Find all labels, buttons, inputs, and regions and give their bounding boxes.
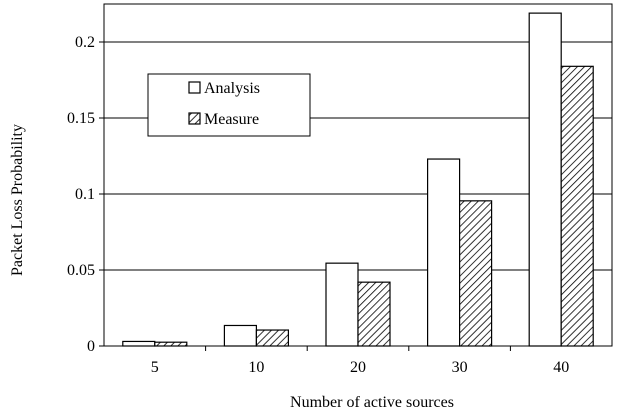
legend-swatch-analysis: [188, 81, 201, 94]
y-axis-ticks: 0 0.05 0.1 0.15 0.2: [67, 34, 104, 355]
y-tick-label: 0.05: [67, 262, 95, 279]
legend-swatch-measure: [188, 112, 201, 125]
legend-label-measure: Measure: [204, 111, 259, 128]
y-tick-label: 0: [87, 338, 95, 355]
bar-analysis-40: [528, 12, 562, 347]
bar-measure-20: [357, 281, 391, 347]
x-tick-label: 10: [248, 359, 264, 376]
y-tick-label: 0.15: [67, 110, 95, 127]
bar-analysis-30: [427, 158, 461, 347]
bar-measure-5: [154, 341, 188, 347]
bar-measure-10: [255, 329, 289, 347]
bar-analysis-5: [122, 340, 156, 347]
y-tick-label: 0.1: [75, 186, 95, 203]
x-tick-label: 40: [553, 359, 569, 376]
x-axis-ticks: 5 10 20 30 40: [151, 346, 569, 376]
y-axis-title: Packet Loss Probability: [9, 124, 26, 276]
bars: [122, 12, 594, 347]
bar-measure-30: [459, 200, 493, 347]
bar-measure-40: [560, 65, 594, 347]
x-tick-label: 30: [452, 359, 468, 376]
bar-analysis-10: [223, 324, 257, 347]
bar-analysis-20: [325, 262, 359, 347]
legend: Analysis Measure: [147, 73, 311, 137]
plot-frame: [103, 3, 613, 347]
x-axis-title: Number of active sources: [290, 394, 454, 411]
y-tick-label: 0.2: [75, 34, 95, 51]
legend-box: [147, 73, 311, 137]
x-tick-label: 5: [151, 359, 159, 376]
legend-label-analysis: Analysis: [204, 80, 260, 97]
x-tick-label: 20: [350, 359, 366, 376]
